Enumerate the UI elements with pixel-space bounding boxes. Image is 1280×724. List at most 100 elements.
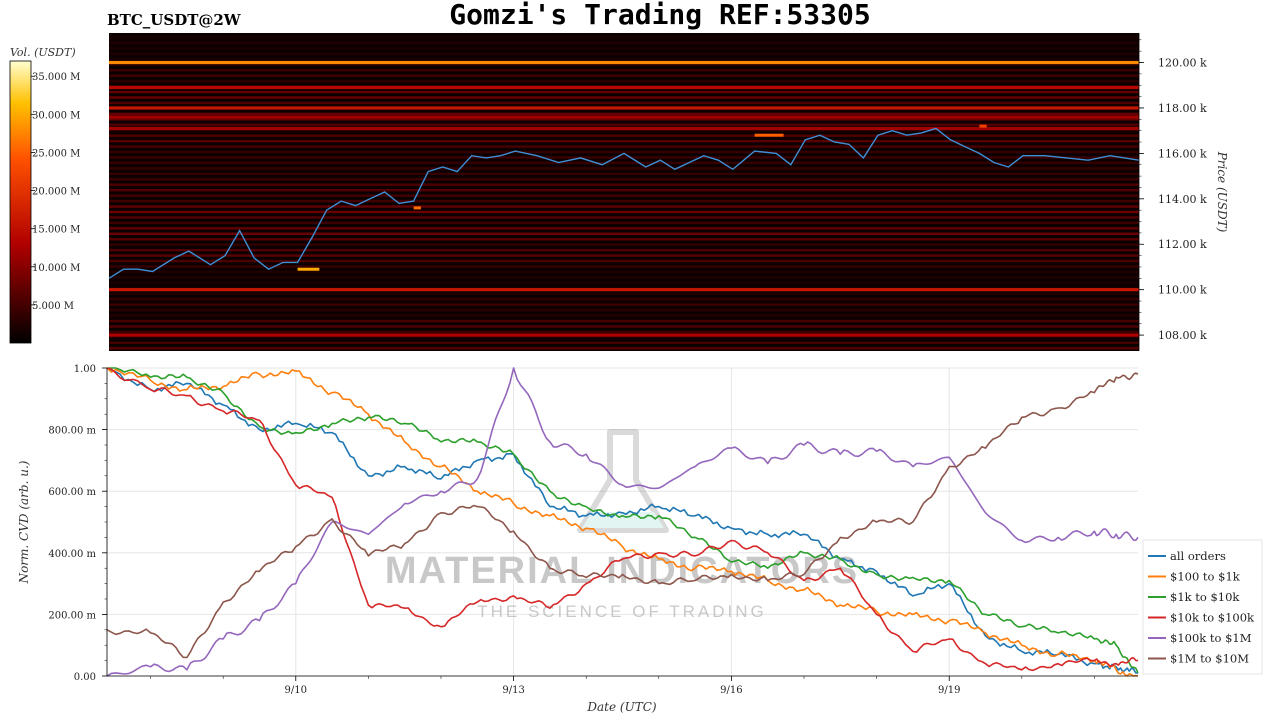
heatmap-band	[109, 178, 1139, 181]
heatmap-band	[109, 156, 1139, 159]
heatmap-band	[109, 254, 1139, 257]
heatmap-level	[109, 85, 1139, 90]
cvd-y-ticks: 0.00 200.00 m 400.00 m 600.00 m 800.00 m 1.00	[48, 364, 107, 683]
heatmap-band	[109, 145, 1139, 148]
heatmap-band	[109, 41, 1139, 45]
heatmap-band	[109, 150, 1139, 154]
cvd-series-line	[106, 367, 1139, 674]
heatmap-band	[109, 139, 1139, 143]
cvd-y-tick-label: 200.00 m	[48, 610, 96, 621]
heatmap-band	[109, 232, 1139, 235]
colorbar	[9, 60, 32, 344]
heatmap-band	[109, 129, 1139, 132]
colorbar-tick-label: 35.000 M	[32, 72, 80, 83]
colorbar-label: Vol. (USDT)	[10, 46, 76, 59]
cvd-x-axis-label: Date (UTC)	[586, 700, 656, 714]
heatmap-band	[109, 134, 1139, 137]
heatmap-level	[109, 333, 1139, 337]
heatmap-level	[109, 60, 1139, 65]
price-tick-label: 112.00 k	[1158, 238, 1207, 251]
colorbar-tick-label: 5.000 M	[32, 301, 74, 312]
heatmap-band	[109, 79, 1139, 83]
heatmap-band	[109, 101, 1139, 105]
heatmap-band	[109, 281, 1139, 285]
colorbar-ticks: 35.000 M 30.000 M 25.000 M 20.000 M 15.000 M…	[31, 72, 80, 312]
cvd-y-tick-label: 0.00	[74, 672, 96, 683]
colorbar-tick-label: 10.000 M	[32, 263, 80, 274]
heatmap-band	[109, 341, 1139, 345]
cvd-plot-area	[107, 368, 1138, 676]
cvd-y-tick-label: 1.00	[74, 364, 96, 375]
heatmap-band	[109, 205, 1139, 208]
price-line	[108, 127, 1140, 279]
cvd-series-line	[107, 367, 1139, 674]
heatmap-band	[109, 259, 1139, 263]
heatmap-level	[109, 106, 1139, 110]
heatmap-band	[109, 248, 1139, 252]
heatmap-band	[109, 292, 1139, 295]
heatmap-band	[109, 172, 1139, 176]
cvd-x-tick-label: 9/10	[285, 685, 307, 696]
cvd-y-tick-label: 400.00 m	[48, 549, 96, 560]
heatmap-band	[109, 36, 1139, 39]
heatmap-band	[109, 194, 1139, 197]
price-tick-label: 108.00 k	[1158, 329, 1207, 342]
cvd-x-ticks: 9/10 9/13 9/16 9/19	[150, 676, 1095, 696]
cvd-x-tick-label: 9/13	[502, 685, 524, 696]
heatmap-band	[109, 123, 1139, 126]
heatmap-band	[109, 216, 1139, 219]
heatmap-level	[109, 288, 1139, 292]
colorbar-tick-label: 25.000 M	[32, 148, 80, 159]
heatmap-band	[109, 96, 1139, 99]
heatmap-band	[109, 336, 1139, 339]
cvd-y-tick-label: 600.00 m	[48, 487, 96, 498]
heatmap-hot-spot	[413, 206, 421, 210]
heatmap-bands	[109, 36, 1139, 350]
heatmap-band	[109, 199, 1139, 203]
heatmap-band	[109, 52, 1139, 56]
price-tick-label: 118.00 k	[1158, 102, 1207, 115]
heatmap-band	[109, 238, 1139, 241]
price-axis-ticks: 108.00 k 110.00 k 112.00 k 114.00 k 116.00 k…	[1139, 39, 1207, 342]
heatmap-level	[109, 126, 1139, 130]
heatmap-band	[109, 90, 1139, 94]
heatmap-hot-spot	[979, 124, 987, 128]
heatmap-band	[109, 183, 1139, 186]
heatmap-band	[109, 330, 1139, 334]
legend-label: $100 to $1k	[1170, 570, 1241, 584]
symbol-label: BTC_USDT@2W	[107, 11, 242, 29]
price-axis-label: Price (USDT)	[1215, 151, 1229, 233]
legend: all orders $100 to $1k $1k to $10k $10k to …	[1148, 549, 1255, 666]
cvd-series-line	[106, 367, 1139, 677]
cvd-x-tick-label: 9/16	[720, 685, 742, 696]
heatmap-band	[109, 319, 1139, 323]
heatmap-band	[109, 276, 1139, 279]
heatmap-band	[109, 298, 1139, 301]
heatmap-band	[109, 243, 1139, 246]
price-tick-label: 114.00 k	[1158, 193, 1207, 206]
colorbar-tick-label: 20.000 M	[32, 187, 80, 198]
cvd-y-tick-label: 800.00 m	[48, 426, 96, 437]
cvd-x-tick-label: 9/19	[938, 685, 960, 696]
heatmap-band	[109, 58, 1139, 61]
watermark-tagline: THE SCIENCE OF TRADING	[477, 602, 767, 621]
heatmap-band	[109, 69, 1139, 72]
heatmap-band	[109, 188, 1139, 192]
heatmap-band	[109, 210, 1139, 214]
heatmap-hot-spot	[754, 133, 784, 137]
heatmap-band	[109, 112, 1139, 116]
heatmap-band	[109, 227, 1139, 230]
heatmap-band	[109, 221, 1139, 225]
heatmap-hot-spots	[297, 124, 987, 271]
chart-title: Gomzi's Trading REF:53305	[449, 0, 870, 31]
price-tick-label: 116.00 k	[1158, 147, 1207, 160]
cvd-series-line	[106, 372, 1139, 659]
heatmap-band	[109, 118, 1139, 121]
heatmap-band	[109, 270, 1139, 274]
heatmap-band	[109, 347, 1139, 350]
legend-label: all orders	[1170, 549, 1226, 563]
cvd-lines	[106, 367, 1139, 677]
cvd-y-axis-label: Norm. CVD (arb. u.)	[17, 460, 31, 584]
